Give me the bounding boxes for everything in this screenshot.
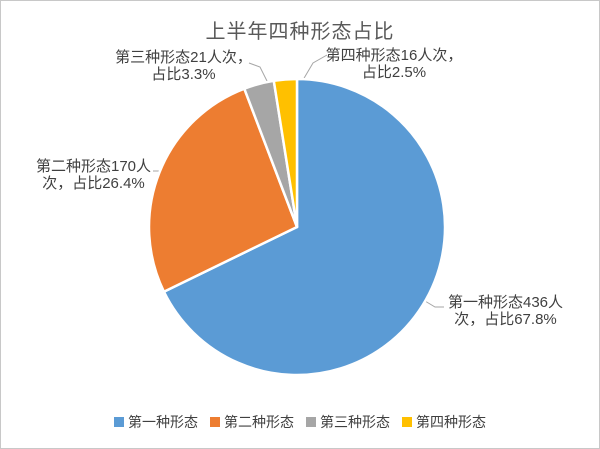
data-label-line: 占比3.3% [151, 66, 216, 83]
data-label-line: 第三种形态21人次， [115, 49, 252, 66]
legend-swatch-blue-icon [114, 417, 124, 427]
legend-label: 第二种形态 [224, 414, 294, 430]
data-label-slice3: 第三种形态21人次， 占比3.3% [111, 49, 256, 83]
legend-label: 第三种形态 [320, 414, 390, 430]
data-label-line: 次，占比26.4% [42, 175, 145, 192]
data-label-slice1: 第一种形态436人 次，占比67.8% [438, 294, 573, 328]
data-label-line: 第四种形态16人次， [325, 47, 463, 64]
chart-legend: 第一种形态 第二种形态 第三种形态 第四种形态 [1, 412, 599, 432]
pie-slice-2 [147, 87, 299, 293]
leader-line-slice4 [299, 54, 328, 86]
pie-slice-1 [162, 77, 447, 377]
leader-line-slice1 [424, 300, 444, 308]
data-label-line: 占比2.5% [361, 64, 427, 81]
legend-item-3: 第三种形态 [306, 412, 390, 432]
legend-item-2: 第二种形态 [210, 412, 294, 432]
legend-label: 第四种形态 [416, 414, 486, 430]
legend-swatch-yellow-icon [402, 417, 412, 427]
data-label-line: 第一种形态436人 [447, 294, 564, 311]
chart-title: 上半年四种形态占比 [205, 21, 395, 43]
data-label-slice2: 第二种形态170人 次，占比26.4% [26, 158, 161, 192]
legend-item-4: 第四种形态 [402, 412, 486, 432]
legend-swatch-orange-icon [210, 417, 220, 427]
pie-slices [147, 77, 447, 377]
data-label-line: 次，占比67.8% [454, 311, 557, 328]
data-label-slice4: 第四种形态16人次， 占比2.5% [323, 47, 465, 81]
legend-item-1: 第一种形态 [114, 412, 198, 432]
legend-label: 第一种形态 [128, 414, 198, 430]
legend-swatch-gray-icon [306, 417, 316, 427]
data-label-line: 第二种形态170人 [35, 158, 152, 175]
pie-slice-4 [272, 77, 299, 229]
